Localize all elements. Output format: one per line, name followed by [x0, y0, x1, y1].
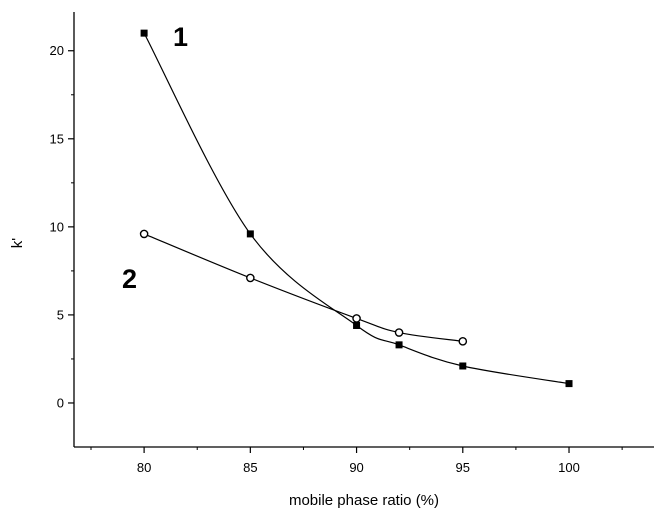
y-axis-title: k' [9, 238, 26, 249]
series-1-point-95 [459, 362, 467, 370]
y-axis-ticks [68, 50, 74, 404]
x-tick-labels: 80 85 90 95 100 [137, 460, 580, 475]
y-tick-label-20: 20 [50, 43, 64, 58]
series-2-point-95 [458, 337, 468, 346]
series-1-point-80 [140, 29, 148, 37]
series-1-point-85 [246, 230, 254, 238]
y-tick-label-0: 0 [57, 395, 64, 410]
x-axis-title: mobile phase ratio (%) [289, 492, 439, 509]
y-tick-label-15: 15 [50, 131, 64, 146]
x-tick-label-90: 90 [349, 460, 363, 475]
series-1-point-90 [353, 321, 361, 329]
series-2-point-85 [246, 273, 255, 283]
y-tick-label-10: 10 [50, 219, 64, 234]
x-tick-label-95: 95 [456, 460, 470, 475]
x-tick-label-100: 100 [558, 460, 580, 475]
series-2-label: 2 [122, 264, 137, 294]
series-1-label: 1 [173, 22, 188, 52]
series-2-point-90 [352, 314, 361, 323]
series-1-curve [143, 32, 570, 385]
data-markers [139, 29, 573, 388]
series-1-point-100 [565, 380, 573, 388]
y-tick-labels: 0 5 10 15 20 [50, 43, 64, 410]
series-1-point-92 [395, 341, 403, 349]
series-2-curve [143, 233, 463, 342]
x-tick-label-80: 80 [137, 460, 151, 475]
y-tick-label-5: 5 [57, 307, 64, 322]
series-2-point-80 [139, 229, 149, 239]
series-2-point-92 [394, 328, 404, 337]
x-tick-label-85: 85 [243, 460, 257, 475]
fit-curves [143, 32, 570, 385]
x-axis-ticks [90, 447, 623, 453]
